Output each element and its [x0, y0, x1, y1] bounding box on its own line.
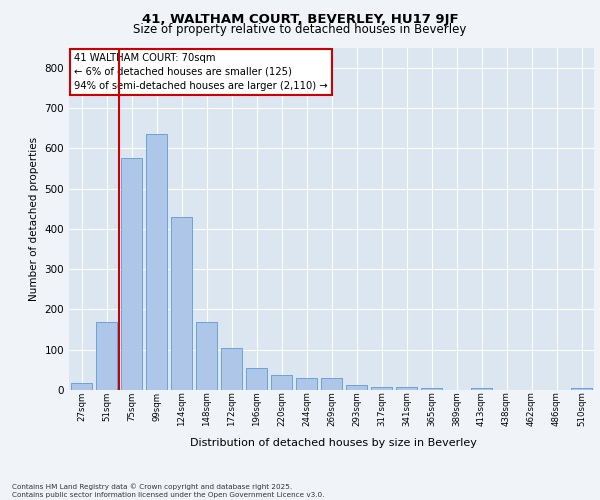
- Text: 41 WALTHAM COURT: 70sqm
← 6% of detached houses are smaller (125)
94% of semi-de: 41 WALTHAM COURT: 70sqm ← 6% of detached…: [74, 52, 328, 90]
- Bar: [346, 385, 367, 390]
- Bar: [421, 388, 442, 390]
- Bar: [246, 368, 267, 390]
- Text: Contains HM Land Registry data © Crown copyright and database right 2025.
Contai: Contains HM Land Registry data © Crown c…: [12, 484, 325, 498]
- Bar: [121, 158, 142, 390]
- Bar: [371, 387, 392, 390]
- Text: Distribution of detached houses by size in Beverley: Distribution of detached houses by size …: [190, 438, 476, 448]
- Bar: [196, 322, 217, 390]
- Bar: [396, 387, 417, 390]
- Bar: [296, 378, 317, 390]
- Text: 41, WALTHAM COURT, BEVERLEY, HU17 9JF: 41, WALTHAM COURT, BEVERLEY, HU17 9JF: [142, 12, 458, 26]
- Bar: [571, 388, 592, 390]
- Bar: [96, 322, 117, 390]
- Bar: [271, 374, 292, 390]
- Bar: [471, 388, 492, 390]
- Text: Size of property relative to detached houses in Beverley: Size of property relative to detached ho…: [133, 24, 467, 36]
- Bar: [146, 134, 167, 390]
- Bar: [171, 216, 192, 390]
- Y-axis label: Number of detached properties: Number of detached properties: [29, 136, 39, 301]
- Bar: [71, 382, 92, 390]
- Bar: [221, 348, 242, 390]
- Bar: [321, 378, 342, 390]
